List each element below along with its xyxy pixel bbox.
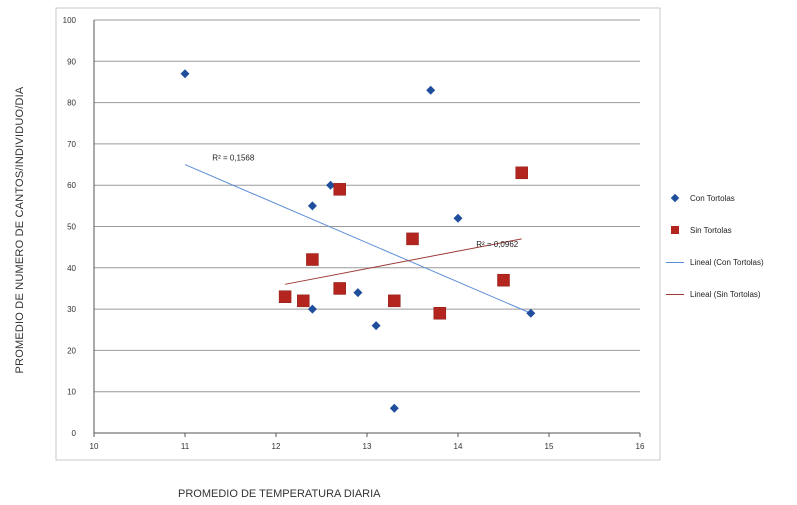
- data-point-con: [353, 288, 363, 298]
- data-points: [180, 69, 536, 413]
- data-point-sin: [333, 183, 346, 196]
- legend: Con Tortolas Sin Tortolas Lineal (Con To…: [664, 188, 764, 316]
- data-point-sin: [297, 294, 310, 308]
- y-tick-label: 90: [67, 57, 76, 66]
- y-tick-label: 70: [67, 140, 76, 149]
- data-point-sin: [433, 306, 447, 320]
- square-marker-icon: [664, 225, 686, 235]
- data-point-sin: [515, 166, 528, 180]
- y-tick-label: 50: [67, 223, 76, 232]
- x-tick-label: 15: [545, 442, 554, 451]
- y-tick-label: 60: [67, 181, 76, 190]
- legend-item-sin: Sin Tortolas: [664, 220, 764, 240]
- data-point-con: [307, 304, 317, 314]
- trendline-con: [184, 164, 531, 314]
- legend-item-trend-con: Lineal (Con Tortolas): [664, 252, 764, 272]
- axes: 0 10 20 30 40 50 60 70 80 90 100 10 11 12 13 14 15 16: [63, 16, 645, 451]
- diamond-marker-icon: [664, 193, 686, 203]
- data-point-sin: [388, 294, 401, 308]
- data-point-con: [307, 201, 317, 211]
- r2-label: R² = 0,1568: [212, 153, 255, 162]
- legend-item-con: Con Tortolas: [664, 188, 764, 208]
- y-tick-label: 100: [63, 16, 77, 25]
- r2-label: R² = 0,0962: [476, 240, 519, 249]
- data-point-con: [426, 85, 436, 95]
- line-marker-icon: [664, 257, 686, 267]
- x-tick-label: 10: [90, 442, 99, 451]
- x-axis-title: PROMEDIO DE TEMPERATURA DIARIA: [178, 488, 381, 500]
- data-point-con: [389, 403, 399, 413]
- chart-frame: [55, 7, 661, 461]
- trendlines: [184, 164, 531, 314]
- y-axis-title: PROMEDIO DE NUMERO DE CANTOS/INDIVIDUO/D…: [14, 86, 26, 374]
- data-point-sin: [278, 290, 292, 303]
- data-point-con: [371, 321, 381, 331]
- legend-label-sin: Sin Tortolas: [690, 225, 732, 235]
- y-axis-title-wrap: PROMEDIO DE NUMERO DE CANTOS/INDIVIDUO/D…: [6, 40, 34, 420]
- x-tick-label: 13: [363, 442, 372, 451]
- legend-label-trend-sin: Lineal (Sin Tortolas): [690, 289, 761, 299]
- trendline-sin: [285, 238, 522, 285]
- data-point-sin: [306, 253, 319, 266]
- x-tick-label: 14: [454, 442, 463, 451]
- y-tick-label: 40: [67, 264, 76, 273]
- legend-label-con: Con Tortolas: [690, 193, 735, 203]
- data-point-con: [326, 180, 336, 190]
- data-point-con: [526, 308, 536, 318]
- x-tick-label: 12: [272, 442, 281, 451]
- y-tick-label: 30: [67, 305, 76, 314]
- r2-labels: R² = 0,1568 R² = 0,0962: [212, 153, 518, 249]
- x-tick-label: 16: [636, 442, 645, 451]
- data-point-sin: [406, 232, 419, 246]
- data-point-sin: [497, 273, 510, 287]
- legend-item-trend-sin: Lineal (Sin Tortolas): [664, 284, 764, 304]
- x-tick-label: 11: [181, 442, 190, 451]
- y-tick-label: 0: [72, 429, 77, 438]
- y-tick-label: 20: [67, 346, 76, 355]
- legend-label-trend-con: Lineal (Con Tortolas): [690, 257, 764, 267]
- data-point-con: [453, 213, 463, 223]
- y-tick-label: 80: [67, 99, 76, 108]
- y-tick-label: 10: [67, 388, 76, 397]
- data-point-con: [180, 69, 190, 79]
- data-point-sin: [333, 282, 346, 295]
- line-marker-icon: [664, 289, 686, 299]
